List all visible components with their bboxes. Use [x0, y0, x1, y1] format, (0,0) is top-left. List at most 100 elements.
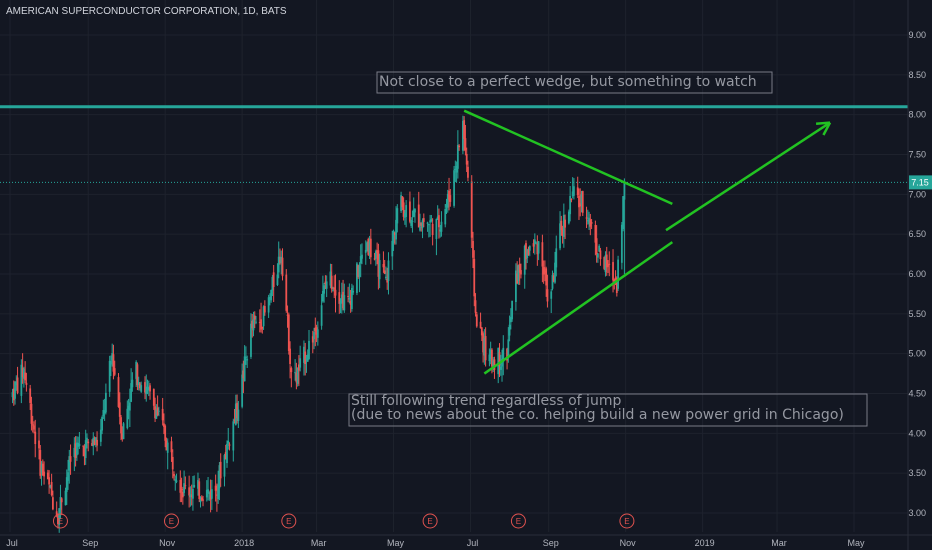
candle-body	[550, 291, 552, 298]
candle-body	[32, 424, 34, 425]
candle-body	[383, 264, 385, 267]
candle-body	[31, 404, 33, 424]
candle-body	[193, 485, 195, 487]
candle-body	[26, 383, 28, 385]
candle-body	[227, 441, 229, 444]
candle-body	[467, 167, 469, 178]
x-tick-label: 2019	[695, 538, 715, 548]
candle-body	[82, 446, 84, 447]
candle-body	[471, 181, 473, 237]
candle-body	[244, 356, 246, 381]
candle-body	[282, 258, 284, 276]
candle-body	[250, 324, 252, 357]
y-tick-label: 4.00	[908, 428, 926, 438]
x-tick-label: Nov	[159, 538, 176, 548]
candle-body	[119, 402, 121, 416]
candle-body	[198, 481, 200, 499]
candle-body	[535, 243, 537, 244]
candle-body	[600, 250, 602, 259]
candle-body	[332, 290, 334, 291]
candle-body	[241, 375, 243, 407]
candle-body	[17, 377, 19, 392]
candle-body	[313, 332, 315, 339]
candle-body	[110, 361, 112, 365]
candle-body	[333, 287, 335, 289]
candle-body	[622, 196, 624, 229]
candle-body	[391, 241, 393, 256]
candle-body	[547, 289, 549, 301]
candle-body	[290, 368, 292, 372]
candle-body	[347, 296, 349, 297]
candle-body	[51, 482, 53, 495]
candle-body	[485, 336, 487, 360]
candle-body	[538, 241, 540, 253]
candle-body	[612, 262, 614, 280]
candle-body	[137, 364, 139, 385]
y-tick-label: 4.50	[908, 389, 926, 399]
y-tick-label: 8.00	[908, 110, 926, 120]
candle-body	[153, 389, 155, 406]
candle-body	[472, 241, 474, 258]
breakout-arrow-head	[816, 123, 830, 124]
candle-body	[396, 208, 398, 223]
candle-body	[379, 260, 381, 279]
x-tick-label: Mar	[311, 538, 327, 548]
candle-body	[441, 222, 443, 232]
x-tick-label: Nov	[620, 538, 637, 548]
candle-body	[458, 146, 460, 147]
candle-body	[457, 145, 459, 169]
x-tick-label: Mar	[771, 538, 787, 548]
candle-body	[385, 277, 387, 279]
candle-body	[29, 388, 31, 403]
candle-body	[149, 385, 151, 391]
candle-body	[388, 260, 390, 281]
candle-body	[184, 485, 186, 486]
candle-body	[140, 385, 142, 392]
y-tick-label: 9.00	[908, 30, 926, 40]
candle-body	[384, 270, 386, 273]
candle-body	[545, 268, 547, 285]
candle-body	[131, 380, 133, 388]
candle-body	[414, 209, 416, 212]
candle-body	[412, 221, 414, 222]
candle-body	[573, 186, 575, 195]
candle-body	[109, 361, 111, 392]
candle-body	[38, 441, 40, 449]
candle-body	[608, 264, 610, 265]
candle-body	[34, 432, 36, 444]
candle-body	[596, 238, 598, 254]
candle-body	[586, 217, 588, 218]
candle-body	[255, 322, 257, 323]
candle-body	[288, 315, 290, 351]
earnings-marker-label: E	[58, 517, 63, 526]
candle-body	[87, 442, 89, 443]
candle-body	[308, 341, 310, 359]
candle-body	[352, 291, 354, 293]
candle-body	[215, 486, 217, 491]
x-tick-label: Jul	[6, 538, 18, 548]
candle-body	[101, 417, 103, 430]
candle-body	[61, 498, 63, 502]
candle-body	[162, 409, 164, 420]
candle-body	[220, 462, 222, 478]
candle-body	[617, 260, 619, 289]
candle-body	[245, 357, 247, 358]
candle-body	[70, 456, 72, 462]
candle-body	[623, 182, 625, 199]
candle-body	[393, 231, 395, 243]
candle-body	[317, 329, 319, 337]
candle-body	[520, 270, 522, 274]
candle-body	[444, 209, 446, 224]
candle-body	[465, 138, 467, 150]
candle-body	[226, 444, 228, 463]
candle-body	[326, 281, 328, 288]
earnings-marker-label: E	[427, 517, 432, 526]
candle-body	[480, 322, 482, 328]
candle-body	[321, 305, 323, 326]
candle-body	[365, 250, 367, 253]
chart-title: AMERICAN SUPERCONDUCTOR CORPORATION, 1D,…	[6, 6, 287, 17]
earnings-marker-label: E	[286, 517, 291, 526]
x-tick-label: 2018	[234, 538, 254, 548]
